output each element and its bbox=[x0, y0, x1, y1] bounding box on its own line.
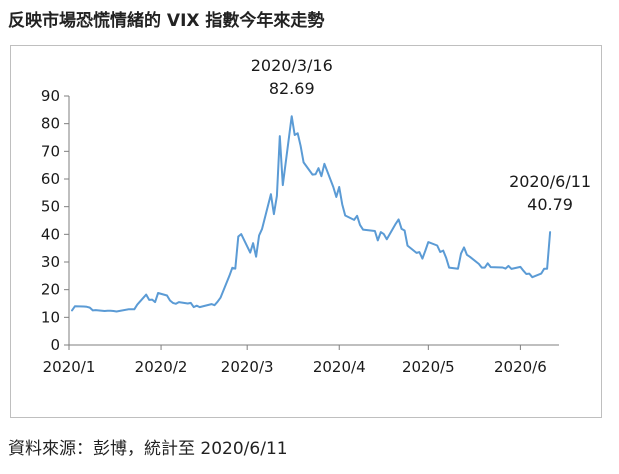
source-note: 資料來源：彭博，統計至 2020/6/11 bbox=[8, 439, 288, 459]
x-tick-label: 2020/3 bbox=[221, 358, 274, 376]
series-layer bbox=[71, 115, 552, 313]
annotation-date: 2020/3/16 bbox=[251, 56, 333, 75]
y-tick-label: 70 bbox=[41, 142, 60, 160]
annotation-value: 40.79 bbox=[527, 195, 573, 214]
x-tick-label: 2020/4 bbox=[313, 358, 366, 376]
annotations-layer: 2020/3/16 82.69 2020/6/11 40.79 bbox=[251, 56, 591, 214]
y-tick-label: 0 bbox=[50, 336, 60, 354]
y-tick-label: 20 bbox=[41, 281, 60, 299]
y-tick-label: 40 bbox=[41, 225, 60, 243]
y-tick-label: 60 bbox=[41, 170, 60, 188]
y-tick-label: 80 bbox=[41, 115, 60, 133]
x-tick-label: 2020/5 bbox=[402, 358, 455, 376]
x-tick-label: 2020/1 bbox=[43, 358, 96, 376]
annotation-value: 82.69 bbox=[269, 79, 315, 98]
chart-frame: 0 10 20 30 40 50 60 70 80 90 2020/1 2020/2 2020/3 202… bbox=[10, 45, 602, 418]
annotation-date: 2020/6/11 bbox=[509, 172, 591, 191]
vix-line-chart: 0 10 20 30 40 50 60 70 80 90 2020/1 2020/2 2020/3 202… bbox=[41, 56, 591, 376]
axes-layer: 0 10 20 30 40 50 60 70 80 90 2020/1 2020/2 2020/3 202… bbox=[41, 87, 559, 376]
y-tick-label: 50 bbox=[41, 198, 60, 216]
y-tick-label: 10 bbox=[41, 308, 60, 326]
y-tick-label: 30 bbox=[41, 253, 60, 271]
vix-series-line bbox=[71, 115, 552, 313]
x-tick-label: 2020/6 bbox=[494, 358, 547, 376]
y-tick-label: 90 bbox=[41, 87, 60, 105]
chart-title: 反映市場恐慌情緒的 VIX 指數今年來走勢 bbox=[8, 11, 325, 31]
x-tick-label: 2020/2 bbox=[135, 358, 188, 376]
